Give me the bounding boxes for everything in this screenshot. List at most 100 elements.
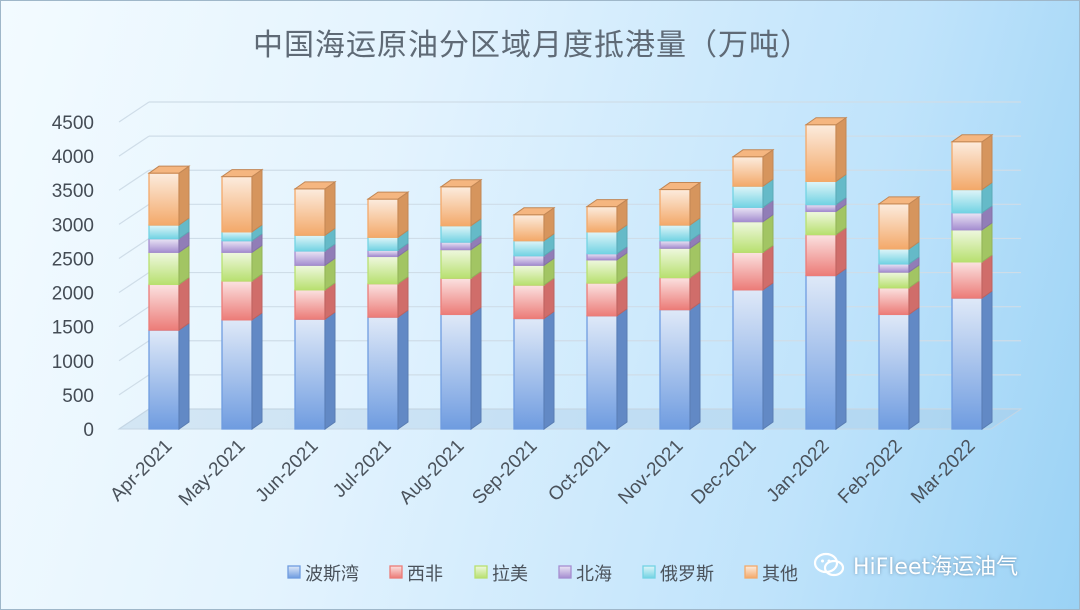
bar-segment <box>148 322 190 430</box>
legend-item: 北海 <box>558 564 612 585</box>
x-tick-label: Nov-2021 <box>614 436 687 509</box>
legend-label: 波斯湾 <box>305 564 359 585</box>
legend-item: 其他 <box>744 564 798 585</box>
bar-segment <box>367 309 409 430</box>
bar-segment <box>586 275 628 317</box>
bar-segment <box>221 311 263 430</box>
bar-segment <box>586 223 628 255</box>
x-tick-label: Jul-2021 <box>329 436 395 502</box>
bar-segment <box>586 307 628 430</box>
watermark-text: HiFleet海运油气 <box>853 555 1019 580</box>
y-tick-label: 1500 <box>52 318 94 339</box>
bar-segment <box>659 301 701 430</box>
gridline-side <box>118 101 150 123</box>
bar-segment <box>877 195 921 250</box>
bar-segment <box>293 180 337 237</box>
legend-label: 俄罗斯 <box>660 564 714 585</box>
legend-label: 北海 <box>576 564 612 585</box>
bar-segment <box>221 272 263 321</box>
y-tick-label: 0 <box>83 420 94 441</box>
bar-segment <box>512 206 556 242</box>
y-tick-label: 500 <box>62 386 94 407</box>
x-tick-label: Sep-2021 <box>468 436 541 509</box>
bar-segment <box>148 276 190 332</box>
bar-segment <box>294 311 336 430</box>
legend-swatch <box>744 565 758 579</box>
bar-segment <box>220 168 264 233</box>
legend-item: 波斯湾 <box>287 564 359 585</box>
bar-segment <box>439 178 483 227</box>
x-tick-label: Apr-2021 <box>106 436 176 506</box>
x-tick-label: Aug-2021 <box>395 436 468 509</box>
gridline-side <box>118 169 150 191</box>
wechat-icon <box>813 552 845 577</box>
bar-segment <box>585 198 629 233</box>
gridline-side <box>118 272 150 294</box>
gridline-side <box>118 374 150 396</box>
gridline-side <box>118 203 150 225</box>
bar-segment <box>148 230 190 254</box>
legend-swatch <box>474 565 488 579</box>
chart-floor <box>117 408 1023 430</box>
legend-label: 西非 <box>407 564 443 585</box>
x-tick-label: May-2021 <box>175 436 250 511</box>
bar-segment <box>586 251 628 284</box>
bar-segment <box>294 257 336 291</box>
gridline-side <box>118 306 150 328</box>
bar-segment <box>951 290 993 430</box>
gridline-side <box>118 237 150 259</box>
legend-swatch <box>287 565 301 579</box>
legend-swatch <box>558 565 572 579</box>
y-tick-label: 4500 <box>52 113 94 134</box>
bar-segment <box>878 306 920 430</box>
legend-swatch <box>642 565 656 579</box>
bar-segment <box>513 277 555 320</box>
bar-segment <box>804 116 848 183</box>
y-tick-label: 3000 <box>52 215 94 236</box>
x-tick-label: Mar-2022 <box>907 436 979 508</box>
y-tick-label: 3500 <box>52 181 94 202</box>
chart-title: 中国海运原油分区域月度抵港量（万吨） <box>253 28 811 63</box>
legend-label: 其他 <box>762 564 798 585</box>
bar-segment <box>951 253 993 299</box>
legend-item: 俄罗斯 <box>642 564 714 585</box>
bar-segment <box>513 257 555 287</box>
bar-segment <box>440 241 482 280</box>
bar-segment <box>147 165 191 226</box>
bar-segment <box>513 310 555 430</box>
bar-segment <box>805 203 847 236</box>
bar-segment <box>221 244 263 282</box>
legend-label: 拉美 <box>492 564 528 585</box>
x-tick-label: Jan-2022 <box>763 436 834 507</box>
bar-segment <box>950 133 994 191</box>
y-tick-label: 1000 <box>52 352 94 373</box>
gridline-side <box>118 135 150 157</box>
x-tick-label: Oct-2021 <box>544 436 614 506</box>
gridlines <box>117 101 1023 430</box>
bar-segment <box>367 275 409 319</box>
bars <box>147 116 994 430</box>
y-tick-label: 2000 <box>52 284 94 305</box>
legend: 波斯湾 西非 拉美 北海 俄罗斯 其他 <box>287 564 798 585</box>
x-tick-label: Jun-2021 <box>252 436 323 507</box>
bar-segment <box>878 279 920 316</box>
legend-item: 西非 <box>389 564 443 585</box>
y-tick-label: 2500 <box>52 249 94 270</box>
y-tick-label: 4000 <box>52 147 94 168</box>
bar-segment <box>805 226 847 277</box>
bar-segment <box>440 306 482 430</box>
bar-segment <box>367 248 409 285</box>
bar-segment <box>731 148 775 188</box>
gridline-side <box>118 340 150 362</box>
bar-segment <box>366 191 410 239</box>
bar-segment <box>732 281 774 430</box>
bar-segment <box>732 244 774 291</box>
y-axis-ticks: 0 500 1000 1500 2000 2500 3000 3500 4000 4500 <box>52 113 94 441</box>
legend-swatch <box>389 565 403 579</box>
x-tick-label: Feb-2022 <box>834 436 906 508</box>
bar-segment <box>951 181 993 214</box>
legend-item: 拉美 <box>474 564 528 585</box>
